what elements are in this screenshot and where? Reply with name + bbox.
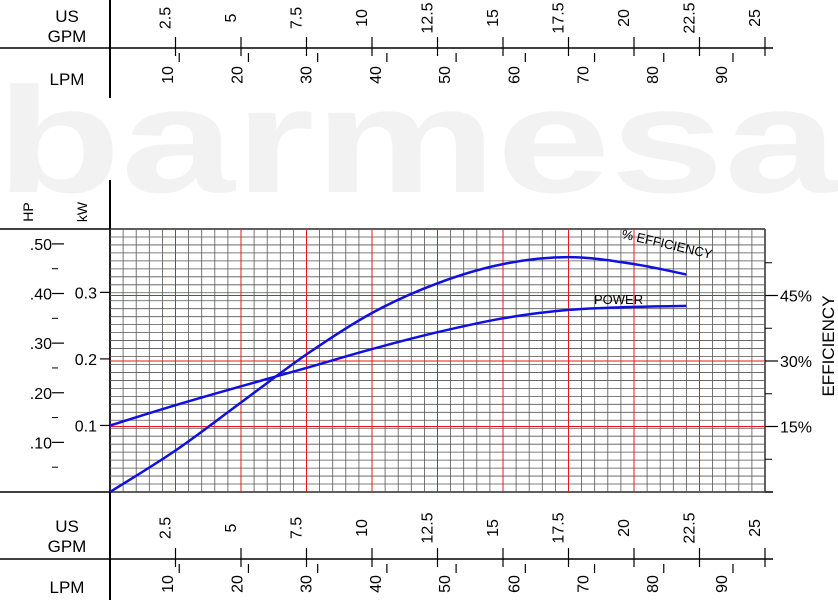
power-curve-label: POWER bbox=[594, 292, 643, 307]
axis-ticks: 2.5 2.5 5 5 7.5 7.5 10 10 12.5 12.5 15 15 17.5 17.5 20… bbox=[30, 2, 812, 593]
top-us-label: US bbox=[55, 7, 79, 26]
top-lpm-tick-label: 70 bbox=[576, 66, 593, 84]
top-gpm-tick-label: 10 bbox=[354, 9, 371, 27]
top-lpm-tick-label: 80 bbox=[645, 66, 662, 84]
major-grid bbox=[110, 229, 765, 492]
bottom-gpm-tick-label: 2.5 bbox=[158, 517, 175, 539]
series-layer bbox=[109, 255, 687, 494]
hp-tick-label: .40 bbox=[30, 287, 52, 304]
labels-layer: US GPM LPM US GPM LPM HP kW EFFICIENCY P… bbox=[20, 7, 838, 597]
top-gpm-tick-label: 25 bbox=[747, 9, 764, 27]
kw-axis-label: kW bbox=[74, 201, 90, 222]
bottom-lpm-tick-label: 10 bbox=[160, 575, 177, 593]
bottom-gpm-tick-label: 20 bbox=[616, 519, 633, 537]
hp-tick-label: .20 bbox=[30, 386, 52, 403]
top-gpm-tick-label: 2.5 bbox=[158, 7, 175, 29]
efficiency-axis-label: EFFICIENCY bbox=[819, 295, 838, 396]
power-curve bbox=[109, 304, 687, 427]
bottom-lpm-tick-label: 80 bbox=[645, 575, 662, 593]
hp-tick-label: .10 bbox=[30, 435, 52, 452]
bottom-us-label: US bbox=[55, 517, 79, 536]
top-lpm-tick-label: 50 bbox=[437, 66, 454, 84]
efficiency-tick-label: 45% bbox=[780, 289, 812, 306]
top-lpm-tick-label: 60 bbox=[506, 66, 523, 84]
bottom-gpm-tick-label: 15 bbox=[485, 519, 502, 537]
top-lpm-tick-label: 10 bbox=[160, 66, 177, 84]
top-lpm-label: LPM bbox=[50, 70, 85, 89]
top-gpm-tick-label: 12.5 bbox=[420, 2, 437, 33]
top-gpm-label: GPM bbox=[48, 27, 87, 46]
kw-tick-label: 0.3 bbox=[75, 285, 97, 302]
bottom-gpm-tick-label: 10 bbox=[354, 519, 371, 537]
bottom-lpm-tick-label: 90 bbox=[714, 575, 731, 593]
efficiency-tick-label: 15% bbox=[780, 420, 812, 437]
bottom-gpm-tick-label: 7.5 bbox=[289, 517, 306, 539]
top-lpm-tick-label: 30 bbox=[299, 66, 316, 84]
bottom-lpm-tick-label: 40 bbox=[368, 575, 385, 593]
efficiency-curve bbox=[109, 255, 687, 494]
watermark-logo: barmesa bbox=[0, 56, 838, 224]
bottom-gpm-tick-label: 12.5 bbox=[420, 512, 437, 543]
bottom-gpm-tick-label: 5 bbox=[223, 523, 240, 532]
bottom-lpm-tick-label: 70 bbox=[576, 575, 593, 593]
top-gpm-tick-label: 22.5 bbox=[682, 2, 699, 33]
top-gpm-tick-label: 7.5 bbox=[289, 7, 306, 29]
bottom-lpm-tick-label: 30 bbox=[299, 575, 316, 593]
top-gpm-tick-label: 17.5 bbox=[551, 2, 568, 33]
bottom-gpm-tick-label: 22.5 bbox=[682, 512, 699, 543]
top-lpm-tick-label: 20 bbox=[229, 66, 246, 84]
bottom-lpm-tick-label: 50 bbox=[437, 575, 454, 593]
top-lpm-tick-label: 90 bbox=[714, 66, 731, 84]
hp-axis-label: HP bbox=[20, 202, 36, 221]
hp-tick-label: .30 bbox=[30, 336, 52, 353]
bottom-gpm-label: GPM bbox=[48, 537, 87, 556]
bottom-gpm-tick-label: 17.5 bbox=[551, 512, 568, 543]
top-lpm-tick-label: 40 bbox=[368, 66, 385, 84]
top-gpm-tick-label: 15 bbox=[485, 9, 502, 27]
bottom-lpm-tick-label: 20 bbox=[229, 575, 246, 593]
bottom-lpm-tick-label: 60 bbox=[506, 575, 523, 593]
top-gpm-tick-label: 20 bbox=[616, 9, 633, 27]
kw-tick-label: 0.1 bbox=[75, 418, 97, 435]
top-gpm-tick-label: 5 bbox=[223, 13, 240, 22]
bottom-gpm-tick-label: 25 bbox=[747, 519, 764, 537]
hp-tick-label: .50 bbox=[30, 237, 52, 254]
efficiency-tick-label: 30% bbox=[780, 354, 812, 371]
bottom-lpm-label: LPM bbox=[50, 578, 85, 597]
kw-tick-label: 0.2 bbox=[75, 352, 97, 369]
